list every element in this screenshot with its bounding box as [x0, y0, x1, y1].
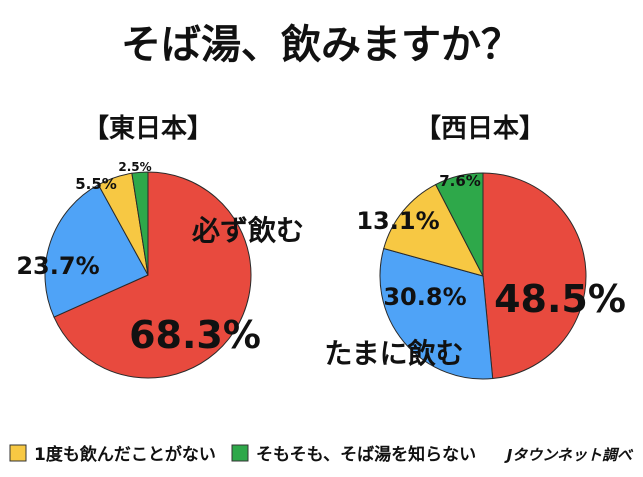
pct-label-west-2: 13.1% [356, 207, 439, 235]
pie-east-slice-3 [131, 171, 149, 276]
pie-west-slice-2 [383, 183, 484, 277]
pie-east-slice-1 [44, 184, 149, 318]
pct-label-west-1: 30.8% [383, 283, 466, 311]
legend-swatch-yellow [9, 444, 27, 462]
pct-label-west-0: 48.5% [494, 277, 626, 321]
legend-label-unknown: そもそも、そば湯を知らない [256, 444, 476, 465]
pct-label-east-0: 68.3% [129, 313, 261, 357]
pie-west-slice-0 [482, 172, 587, 380]
annotation-east: 必ず飲む [192, 214, 304, 247]
region-label-west: 【西日本】 [415, 114, 545, 144]
chart-title: そば湯、飲みますか？ [121, 22, 521, 68]
pie-west-slice-3 [434, 172, 484, 277]
pie-east-slice-0 [53, 171, 252, 379]
source-credit: Jタウンネット調べ [504, 446, 634, 464]
pct-label-west-3: 7.6% [439, 172, 481, 190]
legend-swatch-green [231, 444, 249, 462]
pct-label-east-2: 5.5% [75, 175, 117, 193]
pie-east [44, 171, 252, 379]
pie-west [379, 172, 587, 380]
pct-label-east-3: 2.5% [118, 160, 151, 174]
pct-label-east-1: 23.7% [16, 252, 99, 280]
annotation-west: たまに飲む [324, 337, 463, 370]
pie-west-slice-1 [379, 247, 494, 380]
legend-label-never: 1度も飲んだことがない [34, 444, 216, 465]
region-label-east: 【東日本】 [83, 114, 213, 144]
